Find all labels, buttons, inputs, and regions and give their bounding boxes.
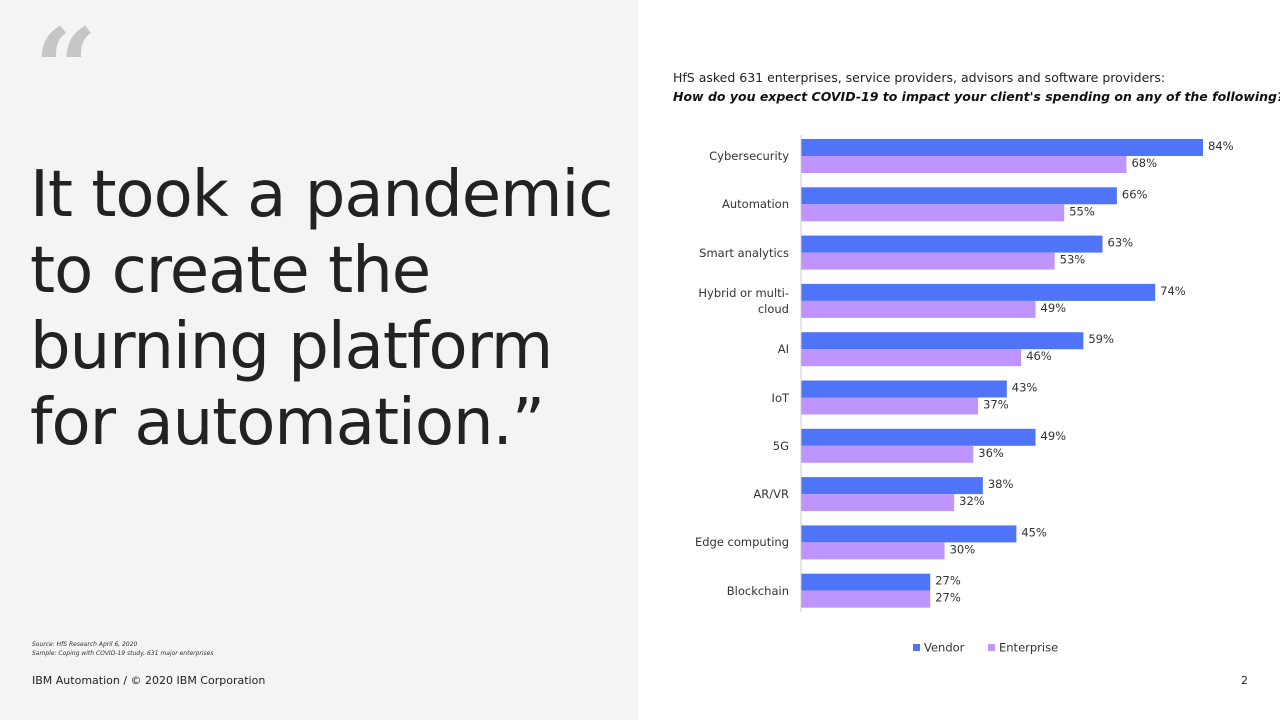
value-label: 32% [959, 494, 985, 508]
page-number: 2 [1241, 674, 1248, 687]
bar [801, 477, 983, 495]
bar [801, 428, 1036, 446]
headline-line: burning platform [30, 310, 553, 384]
bar [801, 494, 955, 512]
headline-line: to create the [30, 234, 431, 308]
category-label: AI [777, 342, 789, 357]
chart-title: How do you expect COVID-19 to impact you… [673, 89, 1280, 104]
value-label: 36% [978, 446, 1004, 460]
chart-subtitle: HfS asked 631 enterprises, service provi… [673, 70, 1166, 85]
value-label: 43% [1012, 381, 1038, 395]
bar [801, 252, 1055, 270]
value-label: 53% [1060, 253, 1086, 267]
bar [801, 380, 1007, 398]
bar [801, 542, 945, 560]
category-label: Hybrid or multi-cloud [698, 285, 789, 316]
category-label: Automation [722, 197, 789, 212]
value-label: 27% [935, 591, 961, 605]
value-label: 38% [988, 477, 1014, 491]
category-label: IoT [771, 390, 789, 405]
category-label: Edge computing [694, 535, 789, 550]
bar [801, 156, 1127, 173]
source: Source: HfS Research April 6, 2020 [32, 641, 138, 648]
bar [801, 204, 1065, 222]
category-label: 5G [772, 438, 789, 453]
headline-line: for automation.” [30, 386, 545, 460]
value-label: 37% [983, 398, 1009, 412]
legend-swatch [913, 644, 920, 651]
bar [801, 397, 979, 415]
bar [801, 300, 1036, 318]
bar [801, 332, 1084, 350]
legend-swatch [988, 644, 995, 651]
value-label: 46% [1026, 349, 1052, 363]
value-label: 66% [1122, 187, 1148, 201]
bar [801, 187, 1117, 205]
value-label: 74% [1160, 284, 1186, 298]
sample: Sample: Coping with COVID-19 study, 631 … [32, 650, 214, 657]
value-label: 30% [950, 542, 976, 556]
value-label: 45% [1021, 525, 1047, 539]
bar [801, 573, 931, 591]
bar [801, 349, 1022, 367]
value-label: 68% [1131, 156, 1157, 170]
bar [801, 445, 974, 463]
left-panel [0, 0, 638, 720]
value-label: 63% [1108, 236, 1134, 250]
value-label: 55% [1069, 204, 1095, 218]
quote-mark: “ [34, 4, 98, 133]
value-label: 27% [935, 574, 961, 588]
category-label: AR/VR [753, 487, 789, 502]
legend-label: Enterprise [999, 641, 1058, 655]
legend-label: Vendor [924, 641, 965, 655]
category-label: Smart analytics [699, 245, 789, 260]
footer: IBM Automation / © 2020 IBM Corporation [32, 674, 266, 687]
value-label: 49% [1041, 429, 1067, 443]
category-label: Blockchain [726, 583, 789, 598]
value-label: 84% [1208, 139, 1234, 153]
category-label: Cybersecurity [709, 149, 789, 163]
value-label: 49% [1041, 301, 1067, 315]
bar [801, 235, 1103, 253]
bar [801, 590, 931, 608]
bar [801, 139, 1204, 156]
bar [801, 283, 1156, 301]
bar [801, 525, 1017, 543]
value-label: 59% [1088, 332, 1114, 346]
headline-line: It took a pandemic [30, 158, 613, 232]
